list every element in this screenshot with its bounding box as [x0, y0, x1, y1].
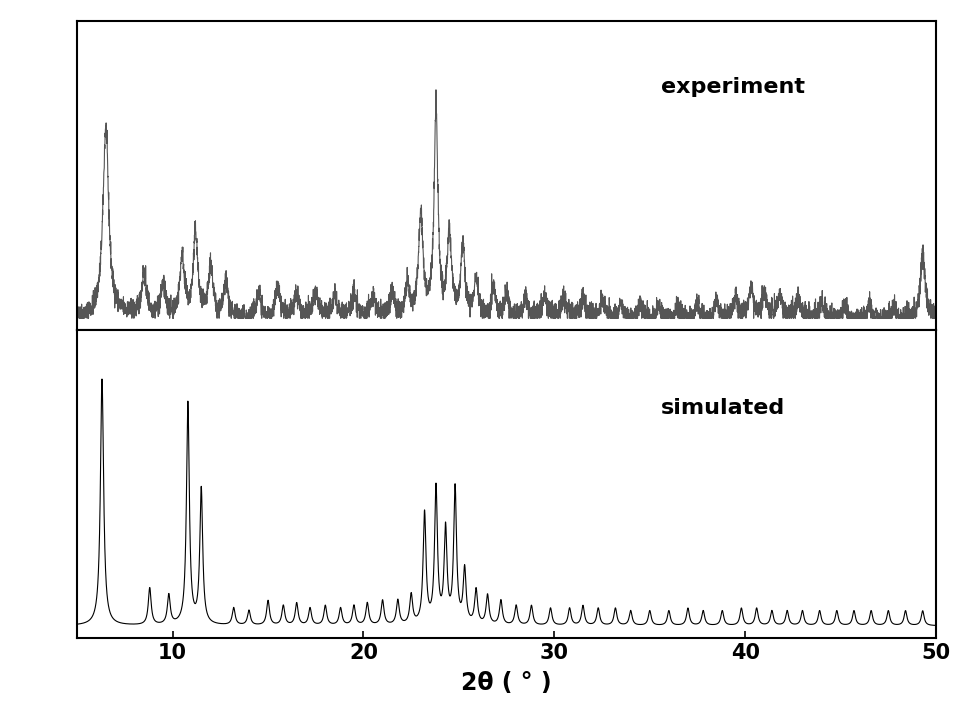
- Text: simulated: simulated: [661, 398, 786, 418]
- X-axis label: 2θ ( ° ): 2θ ( ° ): [461, 671, 552, 696]
- Text: experiment: experiment: [661, 77, 805, 97]
